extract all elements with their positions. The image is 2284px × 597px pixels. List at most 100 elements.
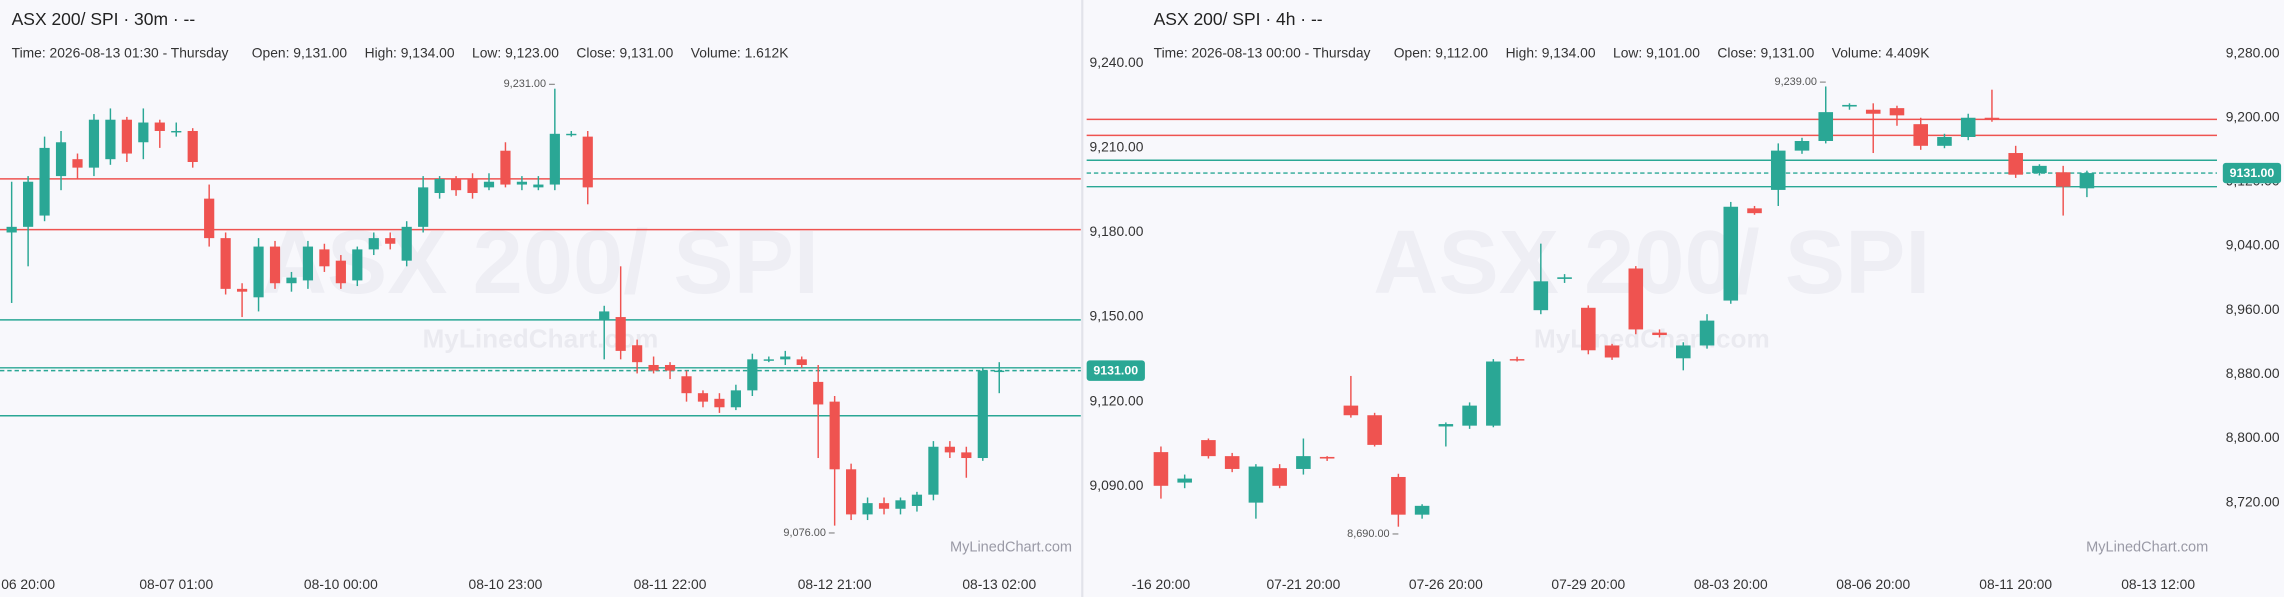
brand-label: MyLinedChart.com xyxy=(950,539,1072,555)
candle-body xyxy=(846,469,857,515)
x-tick-label: 08-12 21:00 xyxy=(798,576,872,592)
candle-body xyxy=(138,122,149,143)
candle-body xyxy=(599,311,610,320)
candle-body xyxy=(780,356,791,360)
candle-body xyxy=(1794,141,1810,151)
y-tick-label: 8,880.00 xyxy=(2226,365,2280,381)
ohlc-info: Open: 9,131.00 xyxy=(252,45,348,61)
candle-body xyxy=(1628,268,1644,330)
ohlc-info: Close: 9,131.00 xyxy=(576,45,673,61)
x-tick-label: 06 20:00 xyxy=(1,576,55,592)
candle-body xyxy=(352,249,363,281)
panel-title: ASX 200/ SPI · 30m · -- xyxy=(12,9,196,29)
ohlc-info: Open: 9,112.00 xyxy=(1394,45,1489,61)
candle-body xyxy=(72,159,83,168)
candle-body xyxy=(878,503,890,509)
x-tick-label: 08-10 23:00 xyxy=(469,576,543,592)
candle-body xyxy=(516,181,528,185)
candle-body xyxy=(1343,405,1359,416)
candle-body xyxy=(1842,104,1857,107)
y-tick-label: 8,800.00 xyxy=(2226,429,2280,445)
candle-body xyxy=(450,178,462,191)
candle-body xyxy=(763,359,774,361)
ohlc-info: High: 9,134.00 xyxy=(365,45,455,61)
last-price-label: 9131.00 xyxy=(1093,364,1138,378)
candle-body xyxy=(1486,361,1501,426)
candle-body xyxy=(1462,405,1477,426)
y-tick-label: 9,200.00 xyxy=(2226,108,2280,124)
candle-body xyxy=(302,246,314,281)
candle-body xyxy=(1652,332,1667,336)
candle-body xyxy=(204,198,215,239)
candle-body xyxy=(730,390,741,408)
candle-body xyxy=(944,446,955,453)
max-marker-label: 9,231.00 xyxy=(504,78,546,90)
last-price-badge xyxy=(1086,360,1145,381)
candle-body xyxy=(1747,208,1762,214)
candle-body xyxy=(961,452,972,459)
candle-body xyxy=(1177,478,1192,483)
candle-body xyxy=(1438,424,1454,427)
x-tick-label: 08-11 20:00 xyxy=(1979,576,2052,592)
candle-body xyxy=(401,226,412,261)
candle-body xyxy=(1984,117,2000,120)
x-tick-label: -16 20:00 xyxy=(1132,576,1191,592)
candle-body xyxy=(319,249,330,267)
candle-body xyxy=(549,133,560,185)
candle-body xyxy=(681,376,692,394)
candle-body xyxy=(368,238,379,250)
candle-body xyxy=(829,401,840,470)
candle-body xyxy=(253,246,264,298)
candle-body xyxy=(1414,505,1430,515)
candle-body xyxy=(39,147,50,216)
candle-body xyxy=(55,142,67,177)
brand-watermark: MyLinedChart.com xyxy=(1534,324,1770,354)
brand-label: MyLinedChart.com xyxy=(2086,539,2208,555)
x-tick-label: 07-29 20:00 xyxy=(1551,576,1625,592)
candle-body xyxy=(714,398,725,408)
ohlc-info: Close: 9,131.00 xyxy=(1717,45,1814,61)
candle-body xyxy=(2008,153,2023,175)
candle-body xyxy=(1937,136,1952,146)
candle-body xyxy=(500,150,511,185)
candle-body xyxy=(697,393,709,402)
ohlc-info: High: 9,134.00 xyxy=(1506,45,1596,61)
candle-body xyxy=(434,178,445,194)
x-tick-label: 08-10 00:00 xyxy=(304,576,378,592)
x-tick-label: 07-21 20:00 xyxy=(1266,576,1340,592)
y-tick-label: 9,120.00 xyxy=(1090,392,1144,408)
candle-body xyxy=(1581,307,1596,351)
candle-body xyxy=(796,359,807,365)
candle-body xyxy=(23,181,34,227)
candle-body xyxy=(813,381,824,405)
candle-body xyxy=(1723,206,1739,301)
candle-body xyxy=(928,446,939,495)
candle-body xyxy=(1272,468,1287,486)
candle-body xyxy=(483,181,495,188)
candle-body xyxy=(1224,456,1240,469)
ohlc-info: Low: 9,123.00 xyxy=(472,45,559,61)
y-tick-label: 9,180.00 xyxy=(1090,223,1144,239)
candle-body xyxy=(467,178,478,194)
candle-body xyxy=(2079,173,2095,189)
candle-body xyxy=(615,317,626,351)
candle-body xyxy=(1367,415,1382,445)
min-marker-label: 8,690.00 xyxy=(1347,528,1389,540)
candle-body xyxy=(220,238,231,289)
candle-body xyxy=(648,364,659,371)
y-tick-label: 9,210.00 xyxy=(1090,139,1144,155)
candle-body xyxy=(566,133,577,136)
y-tick-label: 8,720.00 xyxy=(2226,493,2280,509)
x-tick-label: 08-11 22:00 xyxy=(634,576,707,592)
candle-body xyxy=(977,370,988,459)
candle-body xyxy=(1153,452,1169,486)
candle-body xyxy=(171,130,182,133)
candle-body xyxy=(911,494,923,506)
candle-body xyxy=(862,503,873,515)
candle-body xyxy=(286,277,297,284)
ohlc-info: Time: 2026-08-13 01:30 - Thursday xyxy=(12,45,229,61)
ohlc-info: Time: 2026-08-13 00:00 - Thursday xyxy=(1154,45,1371,61)
